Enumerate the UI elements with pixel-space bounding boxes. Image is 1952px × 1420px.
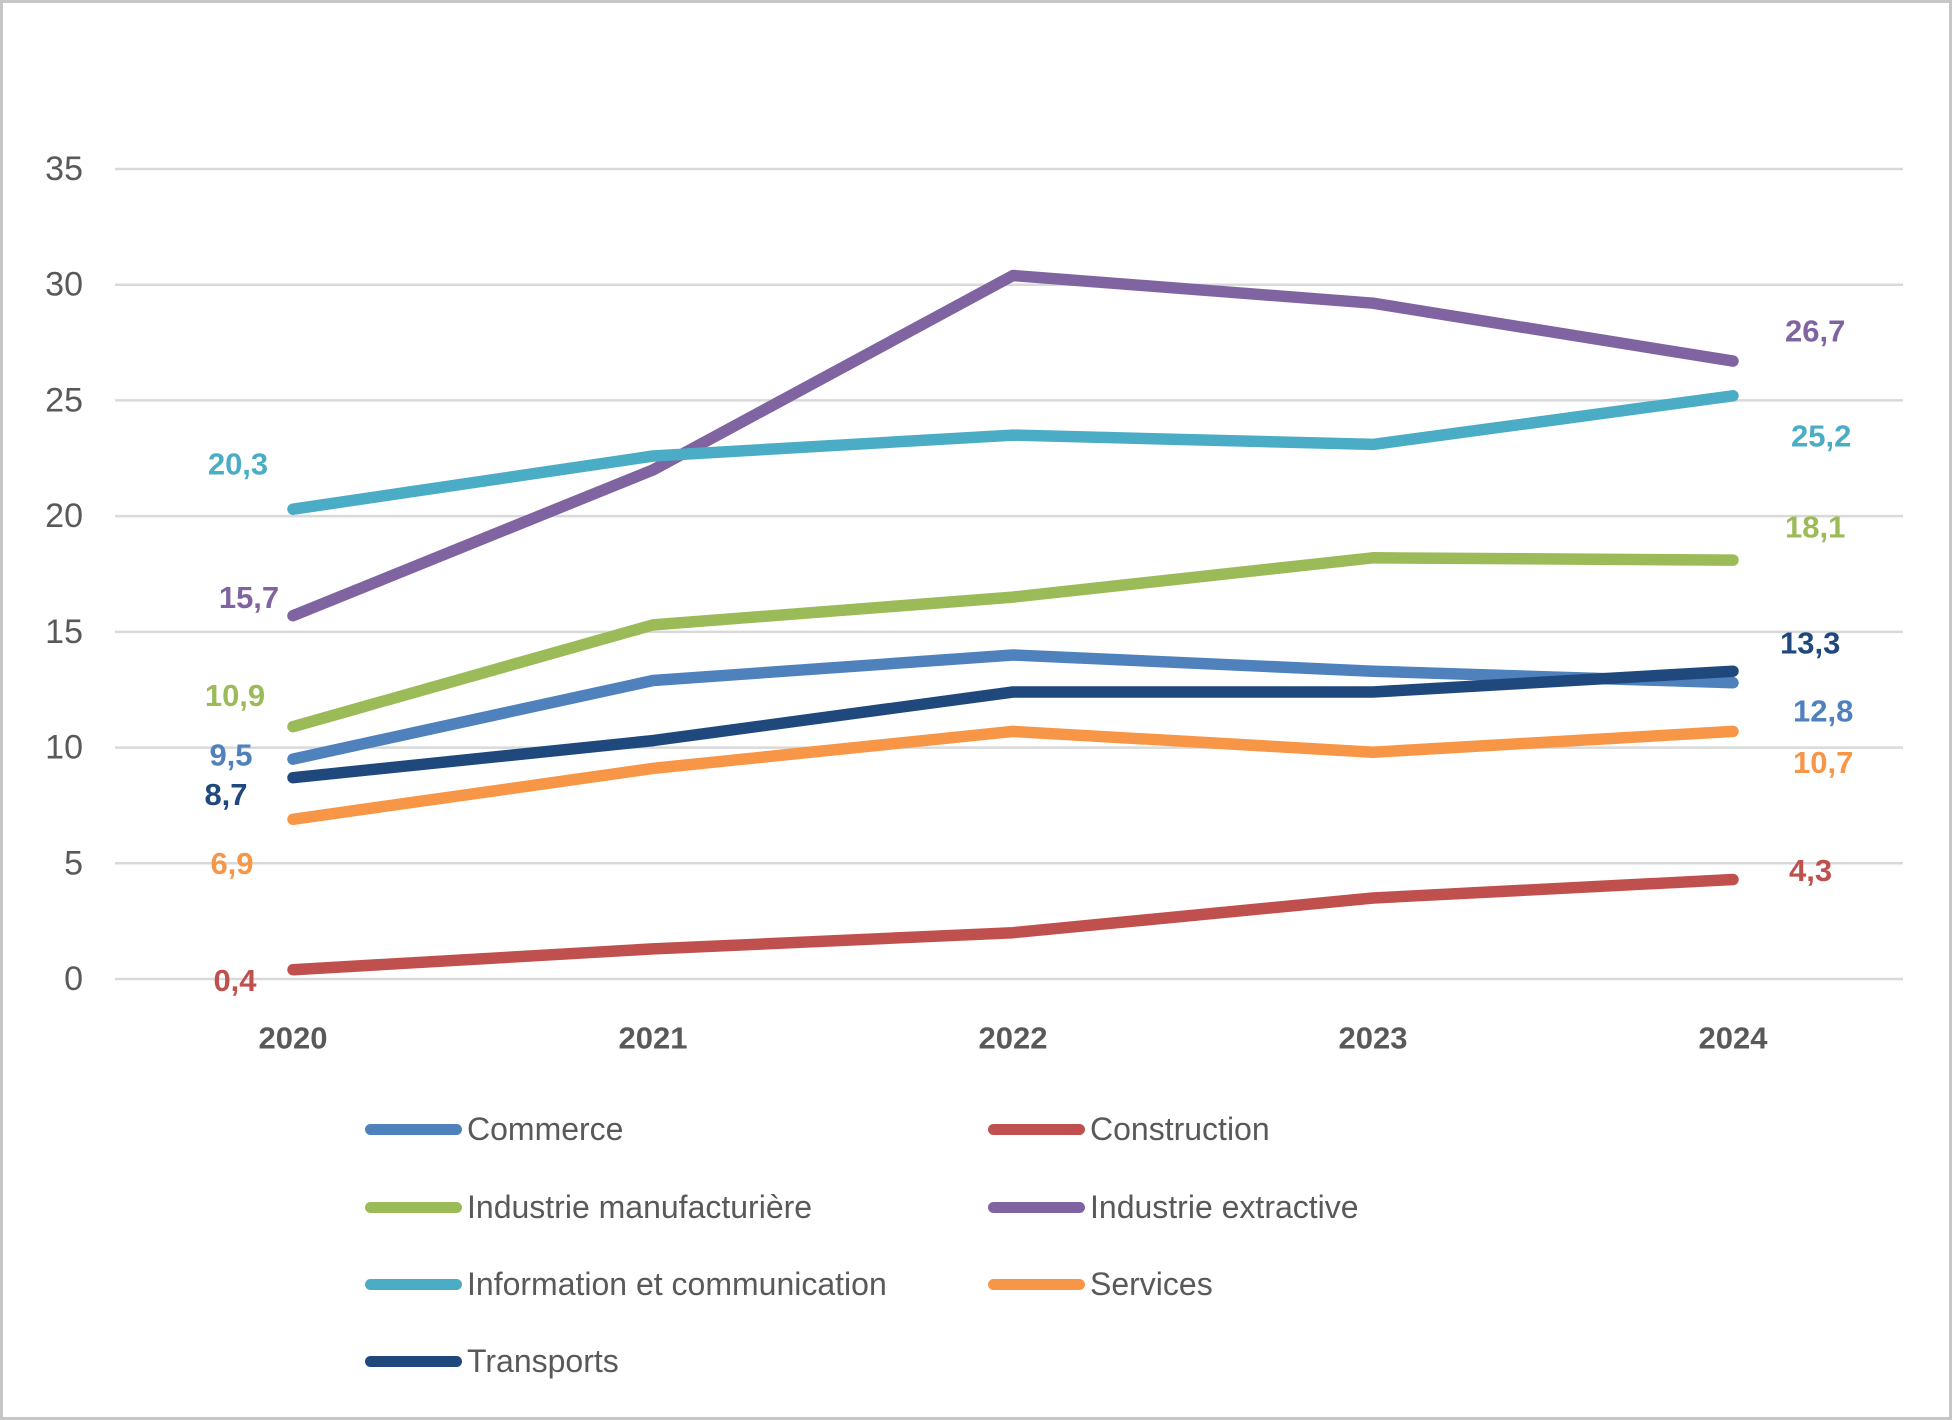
series-line-industrie-extractive xyxy=(287,269,1739,622)
data-label-first-information-communication: 20,3 xyxy=(208,447,268,482)
legend-swatch-transports xyxy=(365,1355,462,1367)
data-label-last-services: 10,7 xyxy=(1793,745,1853,780)
y-axis-label: 35 xyxy=(45,150,83,188)
y-axis-label: 25 xyxy=(45,381,83,419)
y-axis-label: 15 xyxy=(45,613,83,651)
data-label-first-construction: 0,4 xyxy=(213,963,257,998)
y-axis-label: 5 xyxy=(64,844,83,882)
series-line-transports xyxy=(287,665,1739,784)
legend-swatch-commerce xyxy=(365,1123,462,1135)
data-label-last-commerce: 12,8 xyxy=(1793,693,1853,728)
x-axis-label: 2023 xyxy=(1339,1021,1408,1056)
data-label-last-industrie-extractive: 26,7 xyxy=(1785,314,1845,349)
y-axis-label: 20 xyxy=(45,497,83,535)
legend-swatch-services xyxy=(988,1278,1085,1290)
y-axis-label: 30 xyxy=(45,266,83,304)
data-label-last-industrie-manufacturiere: 18,1 xyxy=(1785,510,1845,545)
legend-label-industrie-manufacturiere: Industrie manufacturière xyxy=(467,1189,813,1225)
y-axis-label: 0 xyxy=(64,960,83,998)
legend-swatch-construction xyxy=(988,1123,1085,1135)
data-label-first-industrie-manufacturiere: 10,9 xyxy=(205,678,265,713)
data-label-last-transports: 13,3 xyxy=(1780,626,1840,661)
legend-label-services: Services xyxy=(1090,1266,1213,1302)
legend-item-industrie-extractive: Industrie extractive xyxy=(988,1185,1359,1229)
legend-label-transports: Transports xyxy=(467,1343,619,1379)
series-line-construction xyxy=(287,873,1739,976)
series-line-information-communication xyxy=(287,390,1739,515)
series-line-commerce xyxy=(287,649,1739,765)
legend-label-industrie-extractive: Industrie extractive xyxy=(1090,1189,1359,1225)
y-axis-label: 10 xyxy=(45,729,83,767)
data-label-last-construction: 4,3 xyxy=(1789,853,1832,888)
line-chart: 0 5 10 15 20 25 30 35 2020 2021 2022 2023 2024 9,5 12,… xyxy=(45,150,1903,1056)
legend-swatch-industrie-manufacturiere xyxy=(365,1201,462,1213)
series-line-services xyxy=(287,725,1739,826)
legend-item-services: Services xyxy=(988,1262,1213,1306)
x-axis-label: 2024 xyxy=(1699,1021,1769,1056)
legend-swatch-information-communication xyxy=(365,1278,462,1290)
data-label-first-industrie-extractive: 15,7 xyxy=(219,580,279,615)
data-label-last-information-communication: 25,2 xyxy=(1791,418,1851,453)
legend-label-commerce: Commerce xyxy=(467,1111,624,1147)
legend-swatch-industrie-extractive xyxy=(988,1201,1085,1213)
legend-label-construction: Construction xyxy=(1090,1111,1270,1147)
data-label-first-commerce: 9,5 xyxy=(209,738,252,773)
x-axis-label: 2021 xyxy=(619,1021,688,1056)
x-axis-label: 2022 xyxy=(979,1021,1048,1056)
legend-item-industrie-manufacturiere: Industrie manufacturière xyxy=(365,1185,812,1229)
data-label-first-transports: 8,7 xyxy=(204,777,247,812)
series-line-industrie-manufacturiere xyxy=(287,552,1739,733)
x-axis-label: 2020 xyxy=(259,1021,328,1056)
legend-item-transports: Transports xyxy=(365,1339,619,1383)
legend-item-commerce: Commerce xyxy=(365,1107,623,1151)
legend-label-information-communication: Information et communication xyxy=(467,1266,887,1302)
legend-item-information-communication: Information et communication xyxy=(365,1262,887,1306)
legend-item-construction: Construction xyxy=(988,1107,1270,1151)
data-label-first-services: 6,9 xyxy=(210,846,253,881)
